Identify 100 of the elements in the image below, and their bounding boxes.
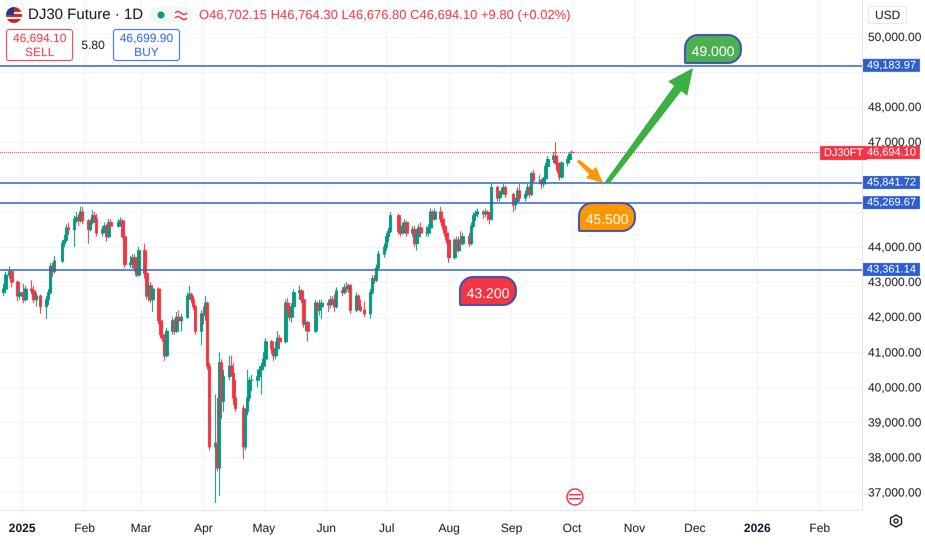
candlestick bbox=[165, 327, 169, 358]
candlestick bbox=[518, 184, 521, 202]
candlestick bbox=[180, 313, 183, 332]
candlestick bbox=[486, 210, 489, 222]
x-tick-label: 2026 bbox=[744, 521, 771, 535]
ref-line-label: 43,361.14 bbox=[867, 264, 916, 276]
candlestick bbox=[335, 286, 338, 309]
y-tick-label: 50,000.00 bbox=[868, 30, 922, 44]
candlestick bbox=[397, 213, 401, 236]
candlestick bbox=[363, 300, 366, 318]
candlestick bbox=[137, 246, 141, 278]
candlestick bbox=[216, 397, 219, 472]
text: USD bbox=[868, 6, 908, 24]
candlestick bbox=[87, 218, 90, 244]
annotation: 46,694.10 bbox=[13, 31, 66, 45]
x-tick-label: Aug bbox=[438, 521, 460, 535]
annotation: SELL bbox=[24, 45, 56, 59]
candlestick bbox=[500, 187, 503, 199]
y-tick-label: 39,000.00 bbox=[868, 415, 922, 430]
candlestick bbox=[278, 334, 282, 348]
candlestick bbox=[401, 222, 405, 236]
candlestick bbox=[101, 226, 104, 238]
candlestick bbox=[73, 215, 76, 248]
candlestick bbox=[512, 192, 515, 213]
text: O46,702.15 H46,764.30 L46,676.80 C46,694.10 +9.80 (+0.02%) bbox=[199, 7, 571, 22]
y-tick-label: 38,000.00 bbox=[868, 450, 922, 464]
candlestick bbox=[18, 285, 22, 300]
candlestick bbox=[345, 282, 348, 294]
candlestick bbox=[419, 222, 423, 236]
candlestick bbox=[24, 285, 28, 302]
y-tick-label: 40,000.00 bbox=[868, 380, 922, 394]
x-tick-label: Oct bbox=[562, 521, 582, 535]
candlestick bbox=[103, 222, 106, 234]
candlestick bbox=[425, 226, 429, 238]
x-tick-label: Sep bbox=[500, 521, 523, 535]
x-tick-label: Jul bbox=[379, 521, 394, 535]
candlestick bbox=[498, 190, 501, 202]
candlestick bbox=[496, 185, 499, 202]
candlestick bbox=[320, 299, 324, 320]
candlestick bbox=[327, 299, 330, 312]
candlestick bbox=[67, 222, 70, 236]
candlestick bbox=[532, 170, 535, 183]
candlestick bbox=[560, 160, 564, 180]
candlestick bbox=[95, 213, 98, 238]
ref-line-label: 45,269.67 bbox=[867, 196, 916, 209]
x-tick-label: Feb bbox=[74, 521, 96, 535]
candlestick bbox=[10, 269, 14, 288]
annotation: 43.200 bbox=[459, 276, 517, 306]
candlestick bbox=[151, 285, 155, 312]
candlestick bbox=[200, 310, 203, 346]
candlestick bbox=[228, 355, 231, 381]
annotation: DJ30FT bbox=[820, 146, 868, 160]
candlestick bbox=[39, 294, 42, 314]
x-tick-label: May bbox=[252, 521, 276, 535]
candlestick bbox=[222, 369, 225, 412]
ref-line-label: 46,694.10 bbox=[867, 146, 916, 159]
candlestick bbox=[476, 208, 479, 218]
annotation: 45.500 bbox=[578, 202, 636, 232]
candlestick bbox=[461, 232, 465, 246]
candlestick bbox=[214, 394, 217, 504]
annotation: BUY bbox=[133, 45, 160, 59]
candlestick bbox=[306, 320, 310, 342]
x-tick-label: Feb bbox=[809, 521, 830, 535]
y-tick-label: 37,000.00 bbox=[868, 485, 922, 500]
chart-title: DJ30 Future · 1D bbox=[28, 6, 144, 23]
x-tick-label: Nov bbox=[624, 521, 646, 535]
candlestick bbox=[343, 283, 346, 295]
y-tick-label: 47,000.00 bbox=[868, 134, 922, 149]
candlestick bbox=[373, 274, 376, 284]
candlestick bbox=[202, 306, 205, 325]
annotation: 5.80 bbox=[81, 38, 105, 52]
candlestick bbox=[357, 294, 360, 311]
y-tick-label: 41,000.00 bbox=[868, 345, 922, 360]
x-tick-label: 2025 bbox=[8, 521, 36, 535]
candlestick bbox=[329, 296, 332, 309]
candlestick bbox=[333, 294, 336, 312]
x-tick-label: Apr bbox=[194, 521, 213, 535]
y-tick-label: 48,000.00 bbox=[868, 100, 922, 114]
ref-line-label: 45,841.72 bbox=[867, 176, 916, 189]
candlestick bbox=[484, 208, 487, 218]
candlestick bbox=[341, 286, 344, 297]
x-tick-label: Mar bbox=[130, 521, 152, 535]
candlestick bbox=[81, 206, 84, 225]
annotation: 49.000 bbox=[684, 34, 742, 64]
candlestick bbox=[405, 220, 409, 238]
annotation: 46,699.90 bbox=[120, 31, 174, 45]
candlestick bbox=[349, 283, 352, 314]
y-tick-label: 43,000.00 bbox=[868, 275, 922, 290]
candlestick bbox=[504, 185, 507, 199]
candlestick bbox=[35, 292, 38, 308]
candlestick bbox=[433, 208, 437, 222]
candlestick bbox=[129, 255, 133, 269]
candlestick bbox=[109, 218, 113, 230]
candlestick bbox=[490, 184, 493, 222]
x-tick-label: Jun bbox=[316, 521, 336, 535]
x-tick-label: Dec bbox=[684, 521, 706, 535]
candlestick bbox=[77, 213, 80, 227]
candlestick bbox=[502, 184, 505, 196]
y-tick-label: 42,000.00 bbox=[868, 310, 922, 324]
candlestick bbox=[218, 352, 221, 496]
